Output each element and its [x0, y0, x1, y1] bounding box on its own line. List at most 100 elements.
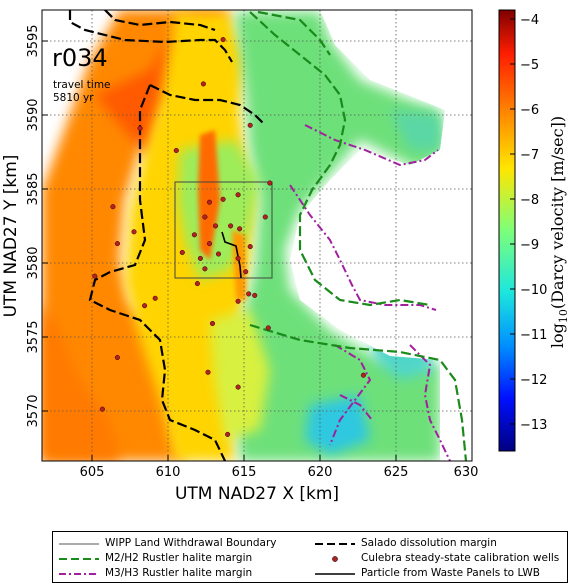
travel-time-label: travel time	[53, 79, 111, 91]
well-marker	[197, 255, 203, 261]
well-marker	[99, 406, 105, 412]
colorbar-tick-label: −5	[520, 58, 539, 73]
well-marker	[202, 214, 208, 220]
well-marker	[215, 251, 222, 257]
well-marker	[243, 269, 249, 275]
legend-marker-icon	[332, 555, 338, 562]
y-tick-label: 3590	[26, 98, 41, 131]
well-marker	[235, 255, 241, 261]
well-marker	[237, 226, 243, 232]
colorbar-gradient	[498, 9, 516, 452]
well-marker	[206, 199, 213, 205]
well-marker	[212, 223, 219, 229]
m2h2-margin-line	[249, 10, 468, 461]
colorbar: −4 −5 −6 −7 −8 −9 −10 −11 −12 −13 log10(Darcy vel…	[498, 9, 570, 452]
well-marker	[360, 372, 366, 378]
well-marker	[131, 229, 137, 235]
legend-item-wells: Culebra steady-state calibration wells	[315, 552, 559, 565]
legend-label: WIPP Land Withdrawal Boundary	[105, 537, 277, 549]
map-figure: 605 610 615 620 625 630 UTM NAD27 X [km]…	[1, 9, 570, 504]
wipp-lwb-boundary	[174, 181, 273, 279]
y-tick-label: 3585	[26, 172, 41, 205]
x-tick-label: 620	[308, 465, 333, 480]
legend-item-m3h3: M3/H3 Rustler halite margin	[59, 567, 252, 580]
well-marker	[265, 325, 271, 331]
well-marker	[247, 244, 253, 250]
colorbar-label: log10(Darcy velocity [m/sec])	[548, 116, 570, 348]
well-marker	[194, 281, 200, 287]
well-marker	[235, 298, 241, 304]
x-tick-label: 630	[454, 465, 479, 480]
legend-item-lwb: WIPP Land Withdrawal Boundary	[59, 537, 277, 550]
legend-label: M2/H2 Rustler halite margin	[105, 552, 253, 564]
well-marker	[191, 232, 197, 238]
colorbar-tick-label: −12	[520, 373, 547, 388]
legend-label: Culebra steady-state calibration wells	[361, 552, 560, 564]
well-marker	[114, 241, 120, 247]
well-marker	[200, 81, 206, 87]
legend-item-salado: Salado dissolution margin	[315, 537, 497, 550]
x-tick-label: 610	[156, 465, 181, 480]
particle-path	[221, 231, 242, 279]
travel-time-value: 5810 yr	[53, 92, 94, 104]
velocity-field	[42, 10, 472, 461]
plot-frame	[41, 9, 473, 462]
well-marker	[137, 125, 143, 131]
x-axis-label: UTM NAD27 X [km]	[175, 484, 339, 504]
colorbar-tick-label: −13	[520, 418, 547, 433]
well-marker	[152, 295, 158, 301]
well-marker	[228, 223, 234, 229]
well-marker	[235, 192, 241, 198]
x-axis: 605 610 615 620 625 630 UTM NAD27 X [km]	[80, 455, 479, 504]
y-tick-label: 3570	[26, 394, 41, 427]
well-marker	[225, 431, 231, 437]
y-axis: 3570 3575 3580 3585 3590 3595 UTM NAD27 …	[1, 24, 48, 428]
run-label: r034	[52, 44, 108, 72]
legend-line-icon	[59, 543, 99, 544]
colorbar-tick-label: −10	[520, 283, 547, 298]
well-marker	[220, 37, 226, 43]
well-marker	[110, 204, 116, 210]
colorbar-tick-label: −9	[520, 238, 539, 253]
well-marker	[220, 196, 226, 202]
legend-label: M3/H3 Rustler halite margin	[105, 567, 253, 579]
well-marker	[246, 291, 252, 297]
well-marker	[209, 320, 216, 327]
well-marker	[114, 354, 120, 361]
m3h3-margin-line	[289, 124, 451, 461]
legend-item-particle: Particle from Waste Panels to LWB	[315, 567, 540, 580]
legend-label: Salado dissolution margin	[361, 537, 497, 549]
well-marker	[262, 214, 268, 220]
colorbar-tick-label: −11	[520, 328, 547, 343]
y-tick-label: 3595	[26, 24, 41, 57]
legend-line-icon	[315, 572, 355, 575]
y-axis-label: UTM NAD27 Y [km]	[1, 155, 21, 318]
well-marker	[179, 249, 185, 256]
well-marker	[202, 266, 208, 272]
well-marker	[173, 147, 179, 154]
legend-line-icon	[59, 572, 99, 575]
legend-item-m2h2: M2/H2 Rustler halite margin	[59, 552, 252, 565]
x-tick-label: 625	[384, 465, 409, 480]
salado-margin-line	[68, 10, 266, 461]
well-marker	[235, 384, 241, 390]
y-tick-label: 3580	[26, 246, 41, 279]
well-marker	[267, 180, 273, 186]
colorbar-tick-label: −8	[520, 193, 539, 208]
legend-line-icon	[315, 542, 355, 545]
legend-line-icon	[59, 557, 99, 560]
colorbar-tick-label: −4	[520, 13, 539, 28]
well-marker	[142, 303, 148, 309]
legend-label: Particle from Waste Panels to LWB	[361, 567, 540, 579]
well-marker	[247, 122, 253, 128]
grid	[42, 10, 472, 461]
y-tick-label: 3575	[26, 320, 41, 353]
colorbar-tick-label: −7	[520, 148, 539, 163]
legend: WIPP Land Withdrawal Boundary Salado dis…	[52, 531, 568, 583]
well-marker	[252, 292, 258, 298]
calibration-wells	[92, 37, 366, 437]
x-tick-label: 615	[232, 465, 257, 480]
colorbar-tick-label: −6	[520, 103, 539, 118]
well-marker	[205, 369, 211, 375]
x-tick-label: 605	[80, 465, 105, 480]
